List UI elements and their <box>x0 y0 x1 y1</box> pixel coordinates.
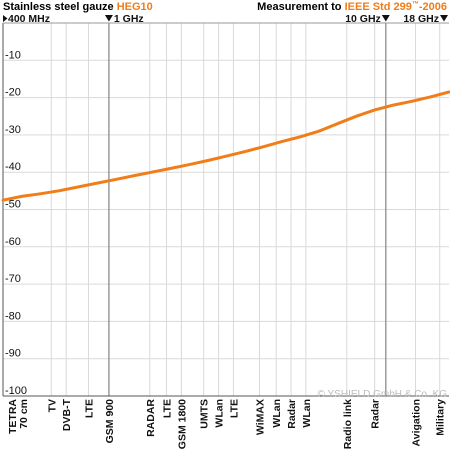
chart-header-left: Stainless steel gauze HEG10 <box>3 1 153 13</box>
x-category-label: WLan <box>301 399 313 428</box>
arrow-down-icon <box>104 15 113 22</box>
watermark: © YSHIELD GmbH & Co. KG <box>318 389 448 400</box>
header-year: -2006 <box>419 1 447 13</box>
series <box>1 90 450 202</box>
x-category-label: WLan <box>214 399 226 428</box>
x-category-label: TETRA <box>7 399 19 434</box>
arrow-down-icon <box>440 15 448 22</box>
y-tick-label: -40 <box>5 161 21 173</box>
header-material: Stainless steel gauze <box>3 1 117 13</box>
arrow-right-icon <box>3 15 8 22</box>
y-tick-labels: -10 -20 -30 -40 -50 -60 -70 -80 -90 -100 <box>5 49 27 397</box>
frequency-markers: 400 MHz 1 GHz 10 GHz 18 GHz <box>3 13 448 396</box>
x-category-sublabel: 70 cm <box>18 399 30 429</box>
x-category-label: Radio link <box>342 399 354 449</box>
series-line <box>1 90 450 202</box>
x-category-label: GSM 900 <box>104 399 116 444</box>
x-category-label: GSM 1800 <box>176 399 188 449</box>
x-category-label: RADAR <box>145 399 157 437</box>
x-category-label: Military <box>435 399 447 436</box>
y-tick-label: -60 <box>5 236 21 248</box>
grid <box>3 23 449 396</box>
y-tick-label: -20 <box>5 87 21 99</box>
y-tick-label: -30 <box>5 124 21 136</box>
frequency-marker-label: 1 GHz <box>114 13 144 25</box>
x-category-label: WiMAX <box>254 399 266 435</box>
x-category-label: WLan <box>271 399 283 428</box>
y-tick-label: -10 <box>5 49 21 61</box>
x-category-label: DVB-T <box>61 398 73 431</box>
header-product: HEG10 <box>117 1 153 13</box>
x-category-label: LTE <box>162 399 174 418</box>
axes <box>2 22 449 397</box>
frequency-marker-label: 10 GHz <box>345 13 381 25</box>
header-measurement: Measurement to <box>257 1 344 13</box>
x-category-label: TV <box>46 399 58 412</box>
y-tick-label: -70 <box>5 273 21 285</box>
x-category-label: Avigation <box>411 399 423 446</box>
x-category-label: Radar <box>370 399 382 429</box>
x-category-label: LTE <box>83 399 95 418</box>
frequency-marker-label: 18 GHz <box>403 13 439 25</box>
header-standard: IEEE Std 299 <box>345 1 412 13</box>
x-category-labels: TETRA 70 cm TV DVB-T LTE GSM 900 RADAR LTE GSM 1… <box>7 398 447 449</box>
x-category-label: Radar <box>286 399 298 429</box>
y-tick-label: -80 <box>5 310 21 322</box>
chart-header-right: Measurement to IEEE Std 299™-2006 <box>257 1 447 13</box>
header-trademark: ™ <box>412 1 419 8</box>
x-category-label: LTE <box>228 399 240 418</box>
y-tick-label: -50 <box>5 199 21 211</box>
y-tick-label: -100 <box>5 385 27 397</box>
arrow-down-icon <box>381 15 390 22</box>
x-category-label: UMTS <box>199 399 211 429</box>
y-tick-label: -90 <box>5 348 21 360</box>
frequency-marker-label: 400 MHz <box>8 13 50 25</box>
